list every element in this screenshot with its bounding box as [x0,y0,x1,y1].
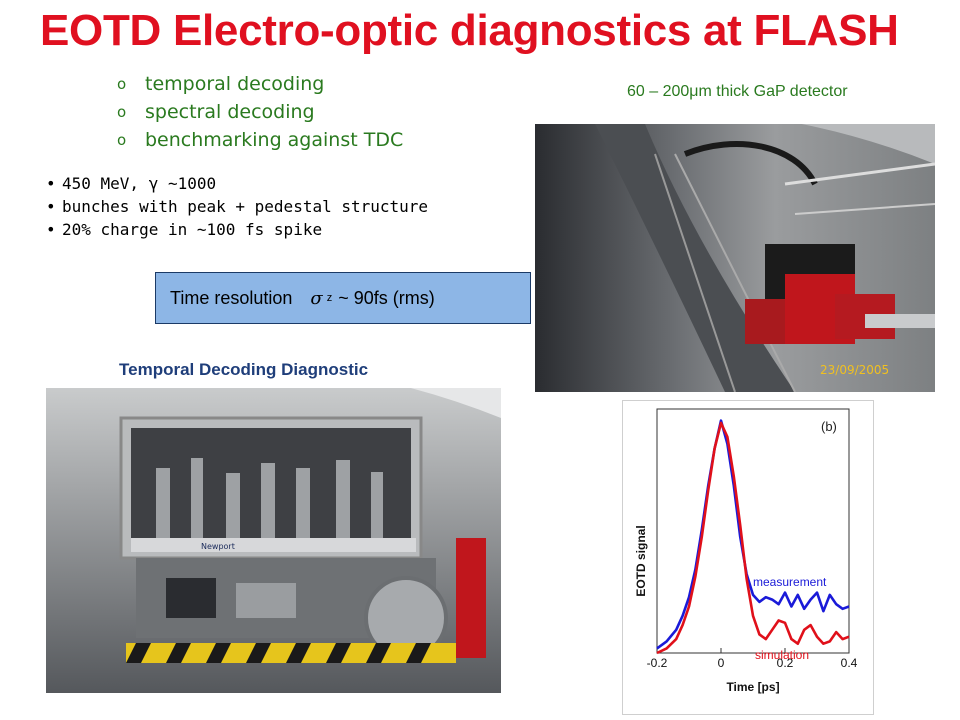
legend-simulation: simulation [755,648,809,662]
tunnel-illustration: 23/09/2005 [535,124,935,392]
series-line-simulation [656,421,850,655]
list-marker-o: o [117,131,127,149]
bullet-dot: • [46,197,56,216]
legend-measurement: measurement [753,575,827,589]
method-item: o benchmarking against TDC [117,126,403,154]
panel-label: (b) [821,419,837,434]
bullet-item: • 450 MeV, γ ~1000 [46,172,428,195]
diagnostic-caption: Temporal Decoding Diagnostic [119,360,369,379]
plot-frame [656,408,850,654]
eotd-signal-chart: -0.2 0 0.2 0.4 (b) measurement simulation T… [622,400,874,715]
bullet-text: bunches with peak + pedestal structure [62,197,429,216]
sigma-subscript: z [326,292,333,304]
list-marker-o: o [117,103,127,121]
beamline-tunnel-photo: 23/09/2005 [535,124,935,392]
x-tick-label: 0.2 [777,656,794,670]
x-tick-label: 0 [718,656,725,670]
detector-caption: 60 – 200μm thick GaP detector [627,83,848,100]
x-tick-label: -0.2 [647,656,668,670]
bullet-text: 20% charge in ~100 fs spike [62,220,323,239]
method-label: spectral decoding [145,101,315,123]
sigma-symbol: σ [310,287,323,309]
chart-canvas: -0.2 0 0.2 0.4 (b) measurement simulation T… [634,408,858,694]
time-resolution-label: Time resolution [170,287,293,308]
setup-illustration: Newport [46,388,501,693]
equipment-brand-label: Newport [201,542,235,551]
temporal-decoding-setup-photo: Newport [46,388,501,693]
bullet-item: • 20% charge in ~100 fs spike [46,218,428,241]
method-item: o spectral decoding [117,98,403,126]
date-stamp: 23/09/2005 [820,363,889,377]
method-label: temporal decoding [145,73,325,95]
series-group [656,419,850,655]
list-marker-o: o [117,75,127,93]
method-label: benchmarking against TDC [145,129,404,151]
x-tick-label: 0.4 [841,656,858,670]
beam-parameter-list: • 450 MeV, γ ~1000 • bunches with peak + p… [46,172,428,241]
bullet-dot: • [46,174,56,193]
method-item: o temporal decoding [117,70,403,98]
series-line-measurement [656,419,850,650]
x-axis-label: Time [ps] [726,680,779,694]
bullet-item: • bunches with peak + pedestal structure [46,195,428,218]
slide-title: EOTD Electro-optic diagnostics at FLASH [40,6,899,55]
time-resolution-value: ~ 90fs (rms) [338,287,435,308]
x-tick-group: -0.2 0 0.2 0.4 [647,648,858,670]
bullet-dot: • [46,220,56,239]
bullet-text: 450 MeV, γ ~1000 [62,174,217,193]
y-axis-label: EOTD signal [634,525,648,596]
